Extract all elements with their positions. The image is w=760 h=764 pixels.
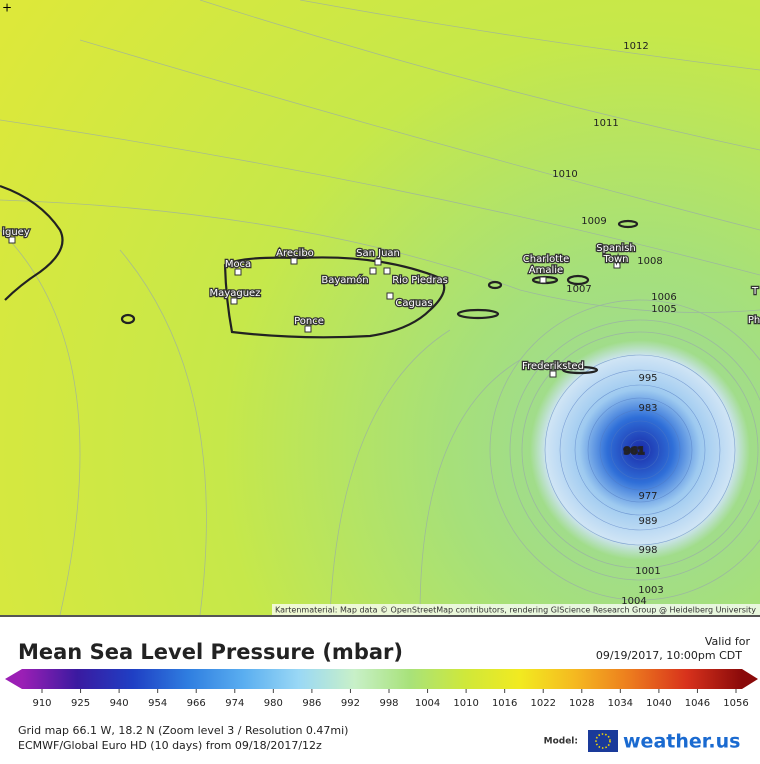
colorbar-tick-label: 1028 (569, 698, 594, 709)
colorbar-tick-label: 1022 (530, 698, 555, 709)
city-marker (230, 297, 238, 305)
city-marker (8, 236, 16, 244)
colorbar-tick-label: 910 (32, 698, 51, 709)
colorbar-tick-label: 1004 (415, 698, 440, 709)
colorbar-tick-label: 1040 (646, 698, 671, 709)
contour-label: 1006 (651, 292, 676, 303)
isobars (0, 0, 760, 616)
city-label: Spanish (596, 243, 636, 254)
city-marker (383, 267, 391, 275)
colorbar-tick-label: 998 (379, 698, 398, 709)
city-label: Charlotte (523, 254, 569, 265)
colorbar-tick-label: 966 (187, 698, 206, 709)
city-label: Town (602, 254, 628, 265)
model-label: Model: (544, 737, 578, 747)
city-label: Moca (225, 259, 251, 270)
city-marker (369, 267, 377, 275)
city-marker (234, 268, 242, 276)
contour-label: 983 (638, 403, 657, 414)
eu-stars (595, 733, 611, 749)
brand: weather.us (623, 731, 740, 753)
contour-label: 1001 (635, 566, 660, 577)
city-marker (539, 276, 547, 284)
contour-label: 1005 (651, 304, 676, 315)
colorbar-tick-label: 986 (302, 698, 321, 709)
colorbar-tick-label: 1034 (608, 698, 633, 709)
city-label: Frederiksted (522, 361, 584, 372)
colorbar-tick-label: 940 (110, 698, 129, 709)
city-label: Amalie (529, 265, 563, 276)
city-label: Mayaguez (210, 288, 261, 299)
city-label: Ponce (294, 316, 324, 327)
contour-label: 995 (638, 373, 657, 384)
colorbar-tick-label: 925 (71, 698, 90, 709)
contour-label: 1009 (581, 216, 606, 227)
colorbar (22, 669, 742, 689)
colorbar-tick-label: 1010 (453, 698, 478, 709)
colorbar-tick-label: 992 (341, 698, 360, 709)
colorbar-right (742, 669, 758, 689)
city-marker (304, 325, 312, 333)
contour-label: 1010 (552, 169, 577, 180)
attribution-bg (272, 604, 760, 615)
colorbar-tick-label: 974 (225, 698, 244, 709)
crosshair: + (2, 1, 12, 15)
city-label: Arecibo (276, 248, 314, 259)
city-marker (386, 292, 394, 300)
valid-time: 09/19/2017, 10:00pm CDT (596, 649, 742, 662)
colorbar-tick-label: 1046 (685, 698, 710, 709)
city-label: iguey (2, 227, 30, 238)
coastlines (0, 184, 639, 375)
city-label: Rio Piedras (392, 275, 448, 286)
city-label: Ph (748, 315, 760, 326)
city-marker (290, 257, 298, 265)
eu-flag (588, 730, 618, 752)
title: Mean Sea Level Pressure (mbar) (18, 640, 403, 664)
city-label: T (751, 286, 759, 297)
colorbar-tick-label: 1016 (492, 698, 517, 709)
colorbar-left (5, 669, 22, 689)
contour-label: 1004 (621, 596, 646, 607)
contour-label: 961 (624, 446, 645, 457)
contour-label: 1008 (637, 256, 662, 267)
city-marker (374, 258, 382, 266)
contour-label: 1003 (638, 585, 663, 596)
contour-label: 1012 (623, 41, 648, 52)
model-run: ECMWF/Global Euro HD (10 days) from 09/1… (18, 739, 322, 752)
city-marker (549, 370, 557, 378)
contour-label: 1011 (593, 118, 618, 129)
colorbar-tick-label: 980 (264, 698, 283, 709)
city-label: Caguas (395, 298, 432, 309)
colorbar-tick-label: 1056 (723, 698, 748, 709)
attribution: Kartenmaterial: Map data © OpenStreetMap… (275, 606, 756, 615)
city-label: Bayamón (321, 274, 368, 286)
contour-label: 998 (638, 545, 657, 556)
colorbar-tick-label: 954 (148, 698, 167, 709)
grid-info: Grid map 66.1 W, 18.2 N (Zoom level 3 / … (18, 724, 348, 737)
city-label: San Juan (356, 248, 400, 259)
contour-label: 989 (638, 516, 657, 527)
city-marker (613, 261, 621, 269)
storm (530, 340, 750, 560)
storm-isobars (544, 354, 736, 546)
valid-label: Valid for (705, 635, 751, 648)
contour-label: 1007 (566, 284, 591, 295)
contour-label: 977 (638, 491, 657, 502)
